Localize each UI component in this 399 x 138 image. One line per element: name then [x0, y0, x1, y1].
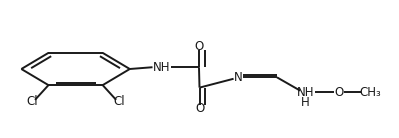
- Text: O: O: [194, 40, 203, 53]
- Text: H: H: [301, 96, 310, 109]
- Text: NH: NH: [153, 61, 170, 74]
- Text: O: O: [195, 102, 204, 115]
- Text: NH: NH: [296, 86, 314, 99]
- Text: O: O: [334, 86, 344, 99]
- Text: Cl: Cl: [113, 95, 125, 108]
- Text: N: N: [234, 71, 243, 84]
- Text: Cl: Cl: [26, 95, 38, 108]
- Text: CH₃: CH₃: [359, 86, 381, 99]
